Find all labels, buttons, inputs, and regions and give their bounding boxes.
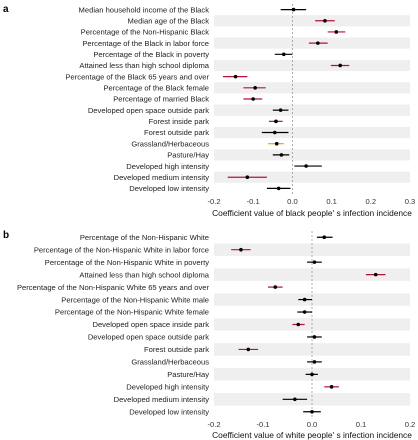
point-estimate (312, 260, 317, 264)
row-band (214, 15, 410, 27)
row-band (214, 82, 410, 94)
row-band (214, 171, 410, 183)
point-estimate (245, 175, 250, 180)
row-label: Percentage of the Black female (103, 84, 209, 93)
row-label: Forest inside park (149, 117, 210, 126)
x-tick-label: 0.3 (405, 197, 416, 206)
x-tick-label: 0.2 (405, 420, 416, 429)
row-band (214, 243, 410, 256)
row-label: Percentage of the Non-Hispanic White (80, 233, 209, 242)
point-estimate (338, 63, 343, 68)
x-tick-label: 0.1 (326, 197, 337, 206)
row-label: Percentage of the Black in labor force (82, 39, 209, 48)
point-estimate (310, 409, 314, 414)
row-label: Percentage of the Black 65 years and ove… (65, 72, 209, 81)
panel-b-letter: b (3, 230, 9, 241)
point-estimate (323, 18, 327, 23)
row-label: Developed high intensity (126, 162, 209, 171)
point-estimate (312, 335, 317, 339)
row-label: Forest outside park (144, 128, 209, 137)
row-label: Grassland/Herbaceous (131, 358, 209, 367)
row-label: Attained less than high school diploma (79, 270, 209, 279)
row-label: Developed high intensity (126, 383, 209, 392)
x-tick-label: 0.2 (366, 197, 377, 206)
row-band (214, 343, 410, 356)
point-estimate (291, 7, 296, 12)
panel-b: b Percentage of the Non-Hispanic White Pe… (3, 230, 415, 440)
point-estimate (239, 247, 243, 252)
point-estimate (272, 130, 277, 135)
x-tick-label: -0.2 (207, 197, 220, 206)
row-label: Developed low intensity (129, 407, 209, 416)
point-estimate (316, 41, 320, 45)
point-estimate (373, 272, 378, 277)
x-tick-label: 0.0 (307, 420, 318, 429)
x-axis-title: Coefficient value of white people' s inf… (212, 430, 412, 440)
row-band (214, 104, 410, 116)
point-estimate (334, 30, 339, 34)
point-estimate (279, 153, 284, 157)
point-estimate (310, 372, 314, 377)
row-label: Percentage of the Non-Hispanic Black (81, 28, 210, 37)
row-label: Percentage of the Non-Hispanic White 65 … (17, 283, 210, 292)
point-estimate (293, 397, 297, 402)
row-label: Forest outside park (144, 345, 209, 354)
row-label: Attained less than high school diploma (79, 61, 209, 70)
row-label: Percentage of the Non-Hispanic White mal… (61, 295, 209, 304)
point-estimate (304, 164, 308, 168)
row-label: Percentage of married Black (113, 95, 209, 104)
row-label: Median household income of the Black (79, 5, 210, 14)
row-label: Developed medium intensity (114, 173, 210, 182)
point-estimate (278, 108, 283, 112)
row-label: Median age of the Black (128, 16, 210, 25)
row-band (214, 126, 410, 139)
point-estimate (274, 119, 278, 124)
point-estimate (302, 297, 307, 302)
panel-a: a Median household income of the Black Me… (3, 4, 415, 218)
point-estimate (274, 141, 279, 146)
point-estimate (253, 86, 257, 90)
row-band (214, 268, 410, 281)
point-estimate (296, 322, 301, 327)
point-estimate (302, 310, 307, 314)
row-label: Pasture/Hay (167, 151, 209, 160)
point-estimate (322, 235, 327, 240)
x-tick-label: -0.1 (256, 420, 269, 429)
point-estimate (233, 74, 238, 79)
row-band (214, 149, 410, 161)
point-estimate (273, 285, 278, 289)
row-label: Developed open space inside park (92, 320, 209, 329)
x-axis-title: Coefficient value of black people' s inf… (212, 208, 412, 218)
row-label: Developed low intensity (129, 184, 209, 193)
row-label: Developed open space outside park (88, 106, 209, 115)
x-tick-label: 0.0 (287, 197, 298, 206)
row-label: Percentage of the Non-Hispanic White in … (45, 258, 209, 267)
panel-a-letter: a (3, 4, 9, 15)
point-estimate (276, 186, 281, 191)
point-estimate (312, 360, 317, 364)
row-band (214, 59, 410, 72)
row-label: Percentage of the Non-Hispanic White fem… (55, 308, 209, 317)
row-label: Percentage of the Non-Hispanic White in … (34, 245, 209, 254)
point-estimate (246, 347, 251, 352)
row-label: Developed medium intensity (114, 395, 210, 404)
x-tick-label: 0.1 (356, 420, 367, 429)
point-estimate (281, 52, 286, 57)
row-label: Developed open space outside park (88, 333, 209, 342)
row-label: Percentage of the Black in poverty (93, 50, 209, 59)
point-estimate (251, 97, 255, 101)
point-estimate (329, 385, 334, 389)
x-tick-label: -0.1 (247, 197, 260, 206)
row-label: Pasture/Hay (167, 370, 209, 379)
x-tick-label: -0.2 (207, 420, 220, 429)
row-label: Grassland/Herbaceous (131, 139, 209, 148)
